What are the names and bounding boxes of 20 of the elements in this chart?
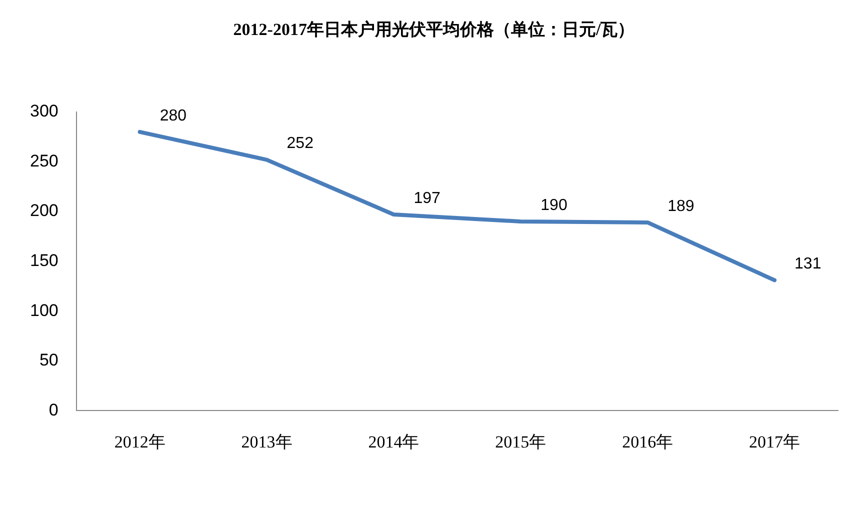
x-tick-label: 2016年 [622, 432, 674, 452]
data-label: 280 [160, 107, 187, 124]
y-tick-label: 50 [39, 350, 58, 370]
x-tick-label: 2012年 [114, 432, 166, 452]
data-label: 190 [540, 196, 568, 214]
data-label: 252 [286, 135, 314, 152]
y-tick-label: 150 [30, 250, 58, 270]
y-tick-label: 0 [48, 400, 58, 420]
data-label: 189 [668, 198, 694, 215]
x-tick-label: 2013年 [241, 432, 292, 452]
y-tick-label: 100 [30, 300, 58, 320]
data-label: 197 [414, 190, 441, 207]
y-tick-label: 250 [30, 151, 58, 170]
y-tick-label: 200 [30, 201, 58, 220]
x-tick-label: 2017年 [749, 432, 800, 452]
x-tick-label: 2015年 [495, 432, 546, 452]
y-tick-label: 300 [30, 102, 58, 121]
data-label: 131 [794, 256, 822, 273]
chart-title: 2012-2017年日本户用光伏平均价格（单位：日元/瓦） [232, 19, 636, 41]
x-tick-label: 2014年 [368, 432, 420, 452]
